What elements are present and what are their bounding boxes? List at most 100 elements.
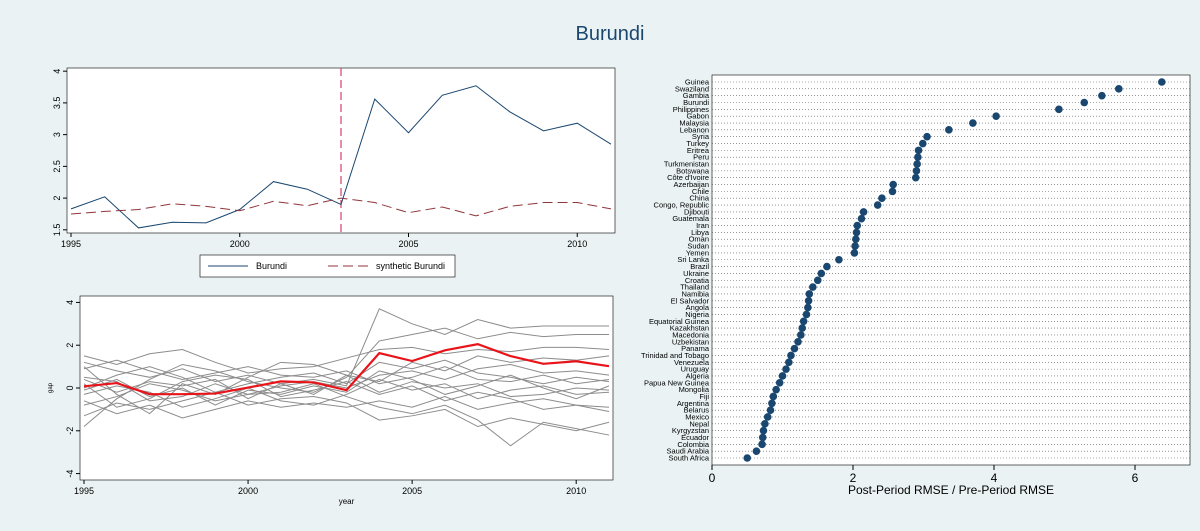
category-label: Kazakhstan (670, 324, 709, 333)
legend (199, 254, 456, 278)
category-label: Namibia (681, 289, 709, 298)
series-line (83, 378, 610, 408)
category-label: Nigeria (685, 310, 710, 319)
chart-title: Burundi (576, 23, 645, 45)
dot (766, 406, 775, 414)
category-label: Fiji (699, 392, 709, 401)
dot (759, 426, 768, 435)
category-label: Lebanon (680, 125, 709, 134)
dot (785, 358, 793, 367)
category-label: Gambia (683, 91, 710, 100)
dot (912, 167, 921, 175)
category-label: Saudi Arabia (666, 447, 709, 456)
y-tick-label: 3 (52, 132, 62, 137)
category-label: Syria (692, 132, 710, 141)
category-label: Eritrea (687, 146, 710, 155)
series-line (70, 197, 612, 217)
category-label: China (689, 194, 709, 203)
category-label: Panama (681, 344, 710, 353)
category-label: Ecuador (681, 433, 709, 442)
category-label: Mexico (685, 412, 709, 421)
dot (798, 324, 807, 332)
category-label: Colombia (677, 440, 710, 449)
dot (782, 365, 790, 373)
x-axis-label: year (339, 497, 355, 506)
y-tick-label: -4 (65, 470, 75, 478)
x-tick-label: 1995 (61, 239, 81, 249)
category-label: Croatia (685, 276, 710, 285)
category-label: Congo, Republic (654, 201, 710, 210)
category-label: Ukraine (683, 269, 709, 278)
dot (761, 420, 769, 428)
plot-area (711, 74, 1191, 466)
x-tick-label: 2000 (238, 486, 258, 496)
y-tick-label: 2 (52, 196, 62, 201)
category-label: Equatorial Guinea (649, 317, 710, 326)
category-label: Angola (686, 303, 710, 312)
category-label: Macedonia (672, 330, 710, 339)
dot (768, 399, 776, 408)
dot (794, 337, 802, 346)
x-tick-label: 1995 (74, 486, 94, 496)
legend-label: synthetic Burundi (376, 261, 445, 271)
category-label: Libya (691, 228, 710, 237)
dot (913, 160, 921, 168)
dot (752, 447, 761, 455)
x-tick-label: 2010 (567, 239, 587, 249)
series-line (83, 370, 610, 406)
series-line (83, 363, 610, 402)
series-line (83, 327, 609, 427)
x-tick-label: 6 (1132, 471, 1139, 485)
x-tick-label: 2010 (566, 486, 586, 496)
dot (945, 126, 953, 134)
category-label: Peru (693, 153, 709, 162)
dot (1055, 105, 1063, 114)
y-tick-label: 4 (52, 69, 62, 74)
dot (918, 139, 927, 148)
series-line (83, 383, 610, 447)
y-tick-label: 1.5 (52, 224, 62, 237)
category-label: Côte d'Ivoire (667, 173, 709, 182)
dot (743, 454, 752, 462)
dot (805, 290, 814, 298)
dot (813, 276, 822, 285)
dot (914, 153, 922, 161)
dot (804, 303, 812, 312)
dot (769, 392, 778, 401)
dot (873, 201, 882, 209)
series-line (83, 343, 610, 396)
dot (969, 119, 977, 127)
category-label: Djibouti (684, 207, 709, 216)
dot (823, 262, 831, 271)
category-label: Malaysia (679, 119, 709, 128)
dot (817, 269, 826, 278)
category-label: Yemen (686, 248, 709, 257)
y-tick-label: 2.5 (52, 160, 62, 173)
category-label: Belarus (684, 406, 710, 415)
dot (923, 132, 931, 141)
y-tick-label: 4 (65, 300, 75, 305)
category-label: Uruguay (681, 365, 710, 374)
dot (799, 317, 808, 326)
dot (911, 173, 920, 182)
category-label: Uzbekistan (672, 337, 709, 346)
category-label: Iran (696, 221, 709, 230)
y-tick-label: 0 (65, 385, 75, 390)
category-label: El Salvador (671, 296, 710, 305)
category-label: Thailand (680, 283, 709, 292)
category-label: Venezuela (674, 358, 710, 367)
series-line (70, 85, 612, 229)
dot (852, 235, 860, 244)
dot (802, 310, 811, 319)
dot (1114, 85, 1123, 93)
y-tick-label: -2 (65, 427, 75, 435)
dot (809, 283, 817, 291)
dot (758, 433, 767, 442)
series-line (83, 346, 610, 374)
category-label: Burundi (683, 98, 709, 107)
y-axis-label: gap (48, 382, 54, 393)
category-label: Turkmenistan (664, 160, 709, 169)
category-label: Botswana (676, 166, 710, 175)
y-tick-label: 2 (65, 343, 75, 348)
category-label: Swaziland (675, 84, 709, 93)
